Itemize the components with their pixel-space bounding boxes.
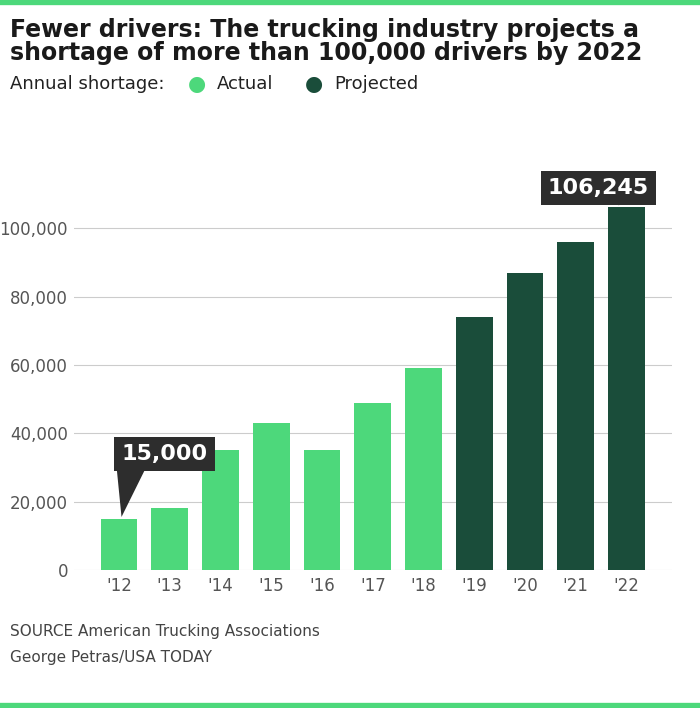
- Bar: [456, 317, 493, 570]
- Bar: [557, 242, 594, 570]
- Text: ●: ●: [188, 74, 206, 93]
- Text: George Petras/USA TODAY: George Petras/USA TODAY: [10, 650, 213, 665]
- Text: SOURCE American Trucking Associations: SOURCE American Trucking Associations: [10, 624, 321, 639]
- Bar: [151, 508, 188, 570]
- Bar: [608, 207, 645, 570]
- Text: Actual: Actual: [217, 74, 274, 93]
- Text: Annual shortage:: Annual shortage:: [10, 74, 165, 93]
- Bar: [354, 403, 391, 570]
- Text: 15,000: 15,000: [120, 444, 208, 516]
- Bar: [304, 450, 340, 570]
- Text: ●: ●: [304, 74, 323, 93]
- Bar: [405, 368, 442, 570]
- Text: Projected: Projected: [334, 74, 418, 93]
- Polygon shape: [598, 199, 629, 205]
- Text: Fewer drivers: The trucking industry projects a: Fewer drivers: The trucking industry pro…: [10, 18, 640, 42]
- Text: 106,245: 106,245: [548, 178, 649, 207]
- Text: shortage of more than 100,000 drivers by 2022: shortage of more than 100,000 drivers by…: [10, 41, 643, 65]
- Bar: [101, 519, 137, 570]
- Polygon shape: [116, 466, 147, 517]
- Bar: [507, 273, 543, 570]
- Bar: [202, 450, 239, 570]
- Bar: [253, 423, 290, 570]
